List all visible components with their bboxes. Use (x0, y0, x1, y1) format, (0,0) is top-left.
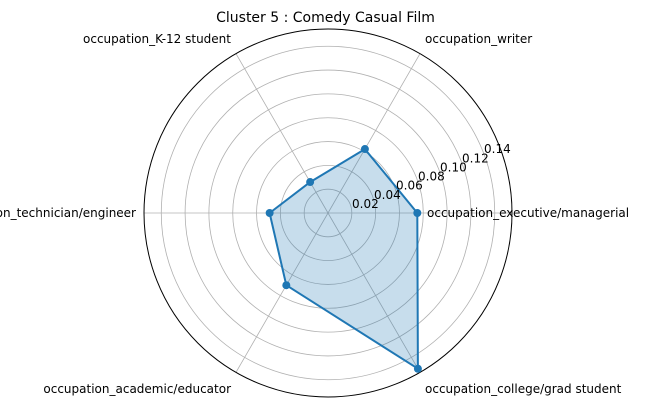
grid-spoke-2 (235, 53, 329, 214)
radial-tick-label-4: 0.10 (440, 160, 467, 174)
category-label-1: occupation_writer (425, 32, 532, 46)
data-point-4 (282, 281, 291, 290)
category-labels: occupation_executive/managerial occupatio… (0, 32, 629, 396)
data-point-5 (413, 364, 422, 373)
category-label-5: occupation_college/grad student (425, 382, 622, 396)
grid-spoke-5 (327, 212, 421, 373)
polar-grid (143, 28, 513, 398)
chart-title: Cluster 5 : Comedy Casual Film (216, 10, 435, 26)
data-point-2 (306, 178, 315, 187)
category-label-3: occupation_technician/engineer (0, 206, 136, 220)
grid-spoke-1 (327, 53, 421, 214)
grid-spoke-4 (235, 212, 329, 373)
category-label-0: occupation_executive/managerial (427, 206, 629, 220)
radial-tick-label-2: 0.06 (396, 179, 423, 193)
radial-tick-label-5: 0.12 (462, 151, 489, 165)
radial-tick-label-1: 0.04 (374, 188, 401, 202)
radial-tick-label-3: 0.08 (418, 170, 445, 184)
radial-tick-label-6: 0.14 (484, 142, 511, 156)
category-label-4: occupation_academic/educator (43, 382, 231, 396)
series-area (269, 149, 418, 369)
category-label-2: occupation_K-12 student (83, 32, 231, 46)
data-point-3 (265, 209, 274, 217)
radial-ticks: 0.020.040.060.080.100.120.14 (352, 142, 511, 211)
data-point-0 (413, 209, 422, 217)
radial-tick-label-0: 0.02 (352, 197, 379, 211)
polar-frame (143, 28, 513, 398)
data-point-1 (360, 145, 369, 154)
series-group (265, 145, 422, 373)
